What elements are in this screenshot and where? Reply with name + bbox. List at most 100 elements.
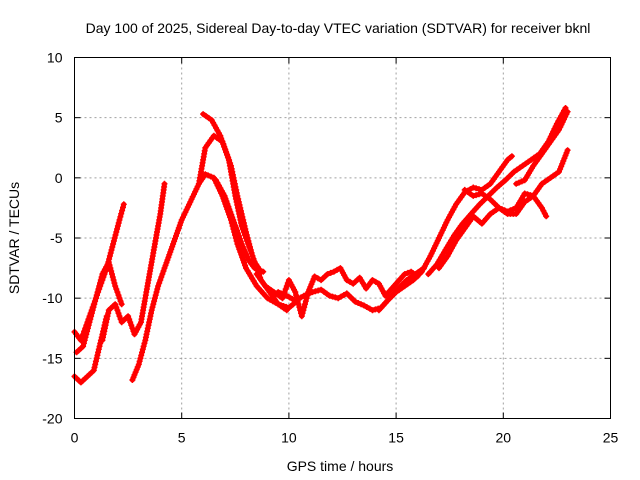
- data-point: [332, 294, 339, 301]
- data-series: [71, 105, 571, 386]
- data-point: [115, 292, 122, 299]
- data-point: [107, 250, 114, 256]
- series-pass-8: [213, 177, 267, 275]
- data-point: [278, 290, 284, 297]
- data-point: [513, 180, 520, 187]
- data-point: [84, 325, 91, 332]
- series-pass-7: [200, 111, 264, 275]
- data-point: [111, 280, 118, 287]
- data-point: [116, 216, 123, 223]
- data-point: [127, 319, 134, 326]
- data-point: [113, 229, 120, 235]
- series-pass-5: [129, 171, 301, 383]
- y-tick-label: -10: [42, 290, 62, 306]
- x-tick-label: 25: [603, 430, 619, 446]
- data-point: [114, 226, 121, 232]
- data-point: [470, 184, 477, 191]
- data-point: [117, 298, 124, 305]
- data-point: [116, 295, 123, 302]
- data-point: [110, 277, 117, 284]
- data-point: [369, 277, 376, 284]
- data-point: [369, 307, 376, 314]
- data-point: [343, 277, 350, 284]
- data-point: [221, 143, 228, 150]
- data-point: [260, 268, 267, 275]
- data-point: [114, 223, 121, 229]
- data-point: [240, 229, 247, 235]
- data-point: [110, 241, 117, 247]
- data-point: [112, 232, 119, 238]
- data-point: [103, 319, 110, 326]
- data-point: [106, 253, 113, 259]
- data-point: [112, 283, 119, 290]
- data-point: [504, 208, 511, 215]
- data-point: [562, 105, 569, 111]
- data-point: [93, 292, 100, 299]
- data-point: [117, 213, 124, 220]
- series-pass-2: [73, 259, 125, 356]
- data-point: [136, 358, 143, 365]
- data-point: [476, 191, 482, 198]
- series-pass-12: [425, 105, 569, 278]
- data-point: [120, 204, 126, 211]
- data-point: [89, 307, 96, 314]
- data-point: [498, 206, 505, 213]
- axis-ticks: 0 5 10 15 20 25 -20 -15 -10 -5 0 5 10: [42, 50, 618, 446]
- data-point: [282, 286, 289, 293]
- data-point: [564, 108, 571, 115]
- data-point: [88, 310, 95, 317]
- data-point: [80, 340, 87, 347]
- data-point: [246, 244, 253, 250]
- x-tick-label: 0: [71, 430, 79, 446]
- data-point: [473, 192, 480, 199]
- data-point: [83, 331, 90, 338]
- data-point: [248, 250, 255, 256]
- data-point: [119, 207, 126, 214]
- data-point: [98, 274, 105, 281]
- data-point: [139, 346, 146, 353]
- data-point: [244, 238, 251, 244]
- data-point: [283, 283, 290, 290]
- data-point: [352, 298, 359, 305]
- data-point: [109, 271, 115, 278]
- series-pass-14: [461, 186, 550, 220]
- data-point: [329, 293, 336, 300]
- y-tick-label: -15: [42, 350, 62, 366]
- data-point: [355, 300, 362, 306]
- data-point: [156, 280, 163, 287]
- data-point: [97, 277, 104, 284]
- data-point: [372, 278, 379, 285]
- data-point: [237, 216, 244, 223]
- data-point: [543, 213, 550, 220]
- data-point: [516, 179, 522, 186]
- data-point: [245, 241, 252, 247]
- x-axis-label: GPS time / hours: [287, 458, 394, 474]
- data-point: [137, 355, 144, 362]
- data-point: [153, 289, 160, 296]
- series-pass-11: [375, 153, 515, 314]
- y-tick-label: 0: [55, 170, 63, 186]
- data-point: [293, 292, 300, 299]
- data-point: [87, 316, 94, 323]
- data-point: [508, 153, 515, 160]
- data-point: [92, 361, 99, 368]
- data-point: [84, 328, 91, 335]
- data-point: [295, 301, 302, 308]
- y-tick-label: -5: [50, 230, 63, 246]
- data-point: [106, 262, 113, 269]
- data-point: [151, 295, 158, 302]
- data-point: [311, 273, 318, 280]
- data-point: [158, 274, 165, 281]
- data-point: [315, 287, 322, 294]
- series-line: [129, 171, 300, 383]
- data-point: [221, 192, 228, 199]
- data-point: [314, 275, 321, 282]
- data-point: [177, 219, 184, 226]
- data-point: [120, 201, 127, 208]
- data-point: [521, 190, 528, 197]
- data-point: [239, 226, 246, 232]
- data-point: [224, 151, 230, 158]
- data-point: [135, 361, 142, 368]
- data-point: [107, 265, 114, 272]
